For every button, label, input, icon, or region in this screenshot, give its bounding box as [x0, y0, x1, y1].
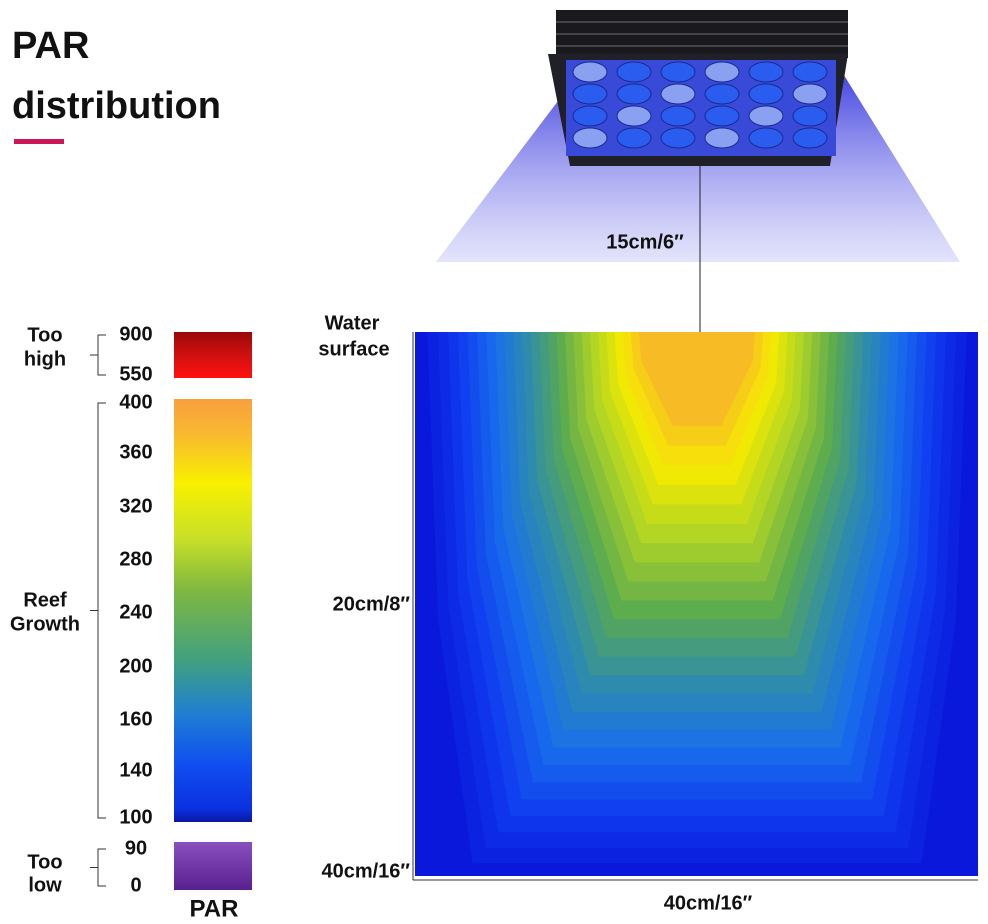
tick-label: 90 — [125, 837, 147, 859]
group-label: low — [28, 874, 62, 896]
led — [572, 105, 608, 127]
tick-label: 900 — [119, 323, 152, 345]
tick-label: 280 — [119, 548, 152, 570]
light-fixture — [548, 10, 848, 166]
group-label: Growth — [10, 613, 80, 635]
par-heatmap — [415, 332, 978, 876]
water-surface: surface — [318, 338, 389, 360]
depth-bottom: 40cm/16″ — [321, 860, 410, 882]
tick-label: 240 — [119, 601, 152, 623]
led — [748, 127, 784, 149]
tick-label: 400 — [119, 391, 152, 413]
led — [748, 61, 784, 83]
tick-label: 550 — [119, 363, 152, 385]
light-distance: 15cm/6″ — [606, 231, 684, 253]
group-label: high — [24, 348, 66, 370]
led — [704, 61, 740, 83]
led — [616, 83, 652, 105]
bar-reef — [174, 399, 252, 822]
title-line: distribution — [12, 85, 221, 127]
group-label: Reef — [23, 589, 67, 611]
led — [572, 61, 608, 83]
led — [572, 127, 608, 149]
led — [704, 83, 740, 105]
legend-caption: PAR — [190, 895, 239, 922]
led — [616, 61, 652, 83]
legend-bracket — [90, 402, 106, 819]
tick-label: 360 — [119, 441, 152, 463]
led — [660, 105, 696, 127]
led — [748, 83, 784, 105]
tick-label: 320 — [119, 495, 152, 517]
title-underline — [14, 139, 64, 144]
led — [660, 83, 696, 105]
legend: Toohigh900550ReefGrowth40036032028024020… — [10, 323, 153, 896]
legend-bracket — [90, 848, 106, 887]
legend-bracket — [90, 334, 106, 376]
led — [792, 61, 828, 83]
led — [660, 61, 696, 83]
width-label: 40cm/16″ — [664, 892, 753, 914]
tick-label: 160 — [119, 708, 152, 730]
bar-too-high — [174, 332, 252, 378]
group-label: Too — [27, 324, 62, 346]
tick-label: 100 — [119, 806, 152, 828]
led — [616, 127, 652, 149]
led — [748, 105, 784, 127]
led — [704, 127, 740, 149]
tick-label: 0 — [130, 874, 141, 896]
bar-too-low — [174, 842, 252, 890]
group-label: Too — [27, 851, 62, 873]
heat-band — [638, 332, 756, 426]
led — [792, 127, 828, 149]
title-line: PAR — [12, 25, 89, 67]
led — [572, 83, 608, 105]
led — [616, 105, 652, 127]
led — [704, 105, 740, 127]
led — [792, 83, 828, 105]
tick-label: 200 — [119, 655, 152, 677]
tick-label: 140 — [119, 759, 152, 781]
water-surface: Water — [325, 312, 380, 334]
led — [660, 127, 696, 149]
depth-mid: 20cm/8″ — [333, 593, 411, 615]
led — [792, 105, 828, 127]
